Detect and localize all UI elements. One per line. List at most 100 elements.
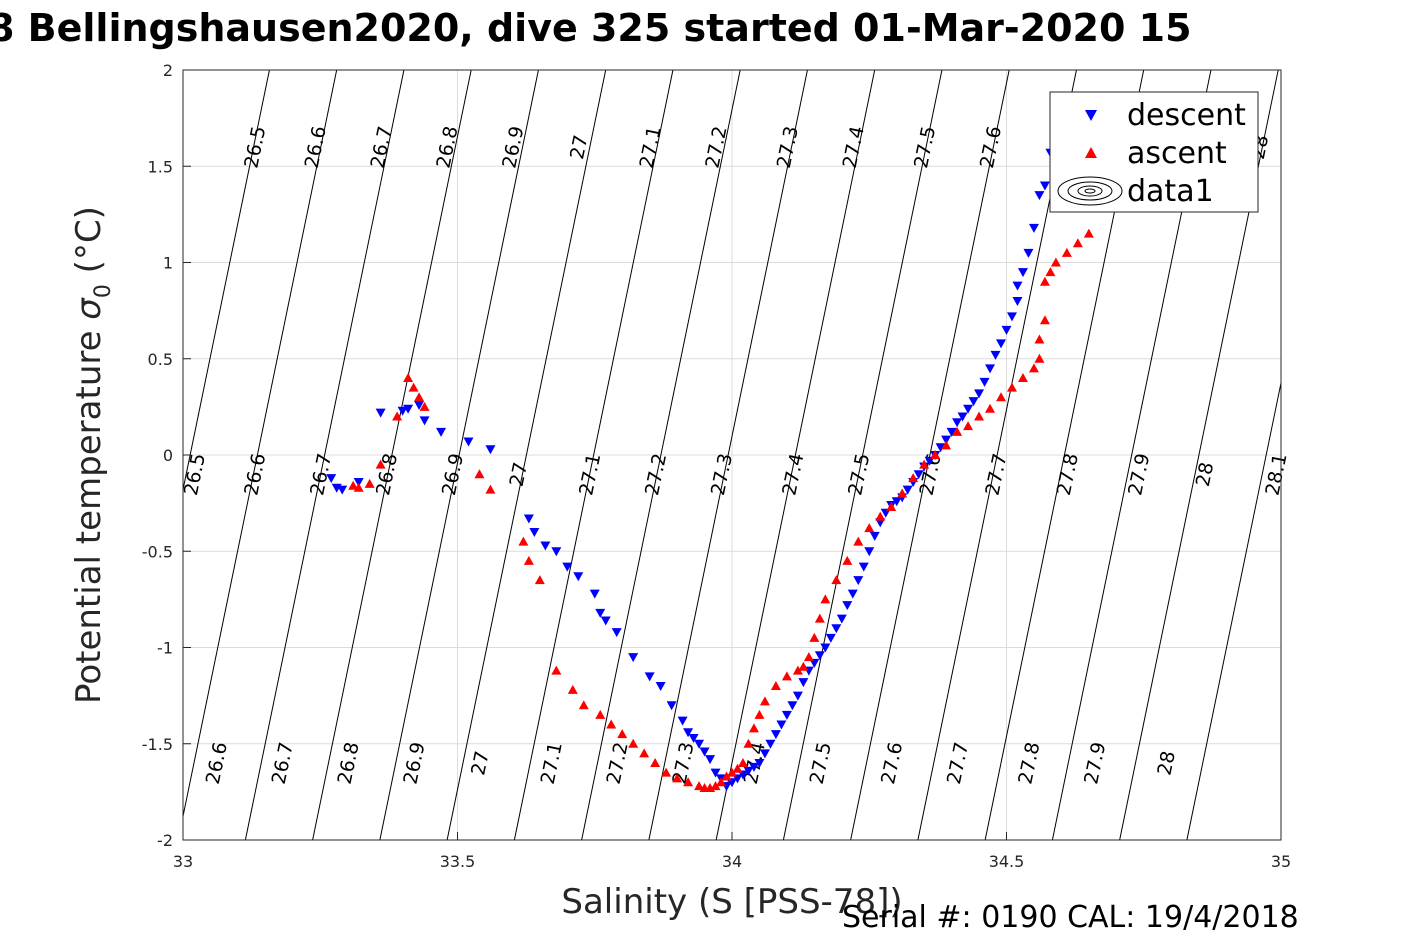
y-tick-label: 1: [163, 254, 173, 273]
descent-point: [1039, 181, 1050, 191]
descent-point: [820, 643, 831, 653]
descent-point: [485, 445, 496, 455]
descent-point: [974, 389, 985, 399]
ascent-point: [551, 665, 562, 675]
descent-point: [787, 701, 798, 711]
ascent-point: [523, 555, 534, 565]
y-tick-label: 2: [163, 61, 173, 80]
ascent-point: [567, 684, 578, 694]
descent-point: [337, 485, 348, 495]
descent-point: [1017, 268, 1028, 278]
y-tick-label: -2: [157, 831, 173, 850]
ascent-point: [474, 469, 485, 479]
ascent-point: [348, 480, 359, 490]
ascent-point: [770, 681, 781, 690]
ascent-point: [1045, 267, 1056, 277]
descent-point: [776, 720, 787, 730]
descent-point: [946, 427, 957, 437]
descent-point: [869, 531, 880, 541]
legend-descent-marker: [1085, 110, 1097, 121]
ascent-point: [781, 671, 792, 681]
ascent-point: [1034, 334, 1045, 344]
descent-point: [331, 483, 342, 493]
ascent-point: [1034, 353, 1045, 363]
descent-point: [781, 710, 792, 720]
y-axis-ticks: -2 -1.5 -1 -0.5 0 0.5 1 1.5 2: [142, 61, 191, 850]
descent-point: [913, 470, 924, 480]
x-axis-label: Salinity (S [PSS-78]): [561, 882, 902, 922]
ascent-point: [683, 777, 694, 787]
ascent-point: [628, 738, 639, 748]
descent-point: [754, 759, 765, 768]
ascent-point: [820, 594, 831, 604]
descent-point: [880, 508, 891, 518]
ascent-point: [672, 773, 683, 783]
ascent-point: [798, 661, 809, 671]
y-tick-label: -0.5: [142, 542, 173, 561]
ascent-point: [930, 450, 941, 459]
descent-point: [611, 628, 622, 638]
ascent-point: [1006, 382, 1017, 392]
ascent-point: [952, 426, 963, 436]
ascent-point: [578, 700, 589, 710]
ascent-point: [803, 652, 814, 662]
ascent-point: [617, 729, 628, 739]
descent-point: [743, 766, 754, 776]
x-tick-label: 34.5: [989, 852, 1025, 871]
descent-point: [1012, 281, 1023, 291]
descent-point: [644, 672, 655, 682]
descent-point: [979, 377, 990, 387]
descent-point: [798, 678, 809, 688]
x-axis-ticks: 33 33.5 34 34.5 35: [173, 832, 1291, 871]
density-contour-line: [1186, 380, 1281, 840]
descent-point: [792, 691, 803, 701]
contour-label: 27: [566, 133, 592, 161]
ascent-point: [996, 392, 1007, 402]
descent-point: [1034, 191, 1045, 201]
x-tick-label: 35: [1271, 852, 1291, 871]
ascent-point: [650, 758, 661, 767]
ascent-point: [919, 459, 930, 469]
ascent-point: [721, 771, 732, 781]
descent-point: [562, 562, 573, 572]
descent-point: [694, 739, 705, 749]
descent-point: [985, 364, 996, 374]
ascent-point: [759, 696, 770, 706]
ascent-point: [364, 478, 375, 488]
descent-point: [540, 541, 551, 551]
descent-point: [858, 562, 869, 572]
y-tick-label: -1: [157, 639, 173, 658]
descent-point: [748, 762, 759, 772]
ascent-point: [1050, 257, 1061, 267]
ascent-point: [716, 777, 727, 787]
density-contour-line: [715, 70, 876, 840]
ascent-point: [748, 723, 759, 733]
ascent-point: [727, 767, 737, 777]
contour-label: 27: [506, 460, 532, 488]
descent-point: [875, 518, 886, 528]
ascent-point: [408, 382, 419, 392]
legend-ascent-marker: [1085, 147, 1097, 158]
descent-point: [375, 408, 386, 418]
y-tick-label: -1.5: [142, 735, 173, 754]
ascent-point: [814, 613, 825, 623]
legend: descent ascent data1: [1049, 91, 1259, 213]
ascent-point: [1017, 373, 1028, 382]
descent-point: [737, 770, 748, 780]
descent-point: [759, 749, 770, 759]
descent-point: [1023, 248, 1034, 258]
descent-point: [326, 474, 337, 484]
legend-ascent-label: ascent: [1127, 136, 1227, 171]
descent-point: [847, 589, 858, 599]
descent-point: [814, 651, 825, 661]
legend-data1-icon: [1057, 176, 1123, 206]
ascent-point: [518, 536, 529, 546]
ascent-point: [974, 411, 985, 421]
descent-point: [683, 728, 694, 738]
descent-point: [891, 497, 902, 507]
descent-point: [831, 624, 842, 634]
descent-point: [952, 418, 963, 428]
ascent-point: [419, 401, 430, 411]
descent-point: [600, 616, 611, 626]
